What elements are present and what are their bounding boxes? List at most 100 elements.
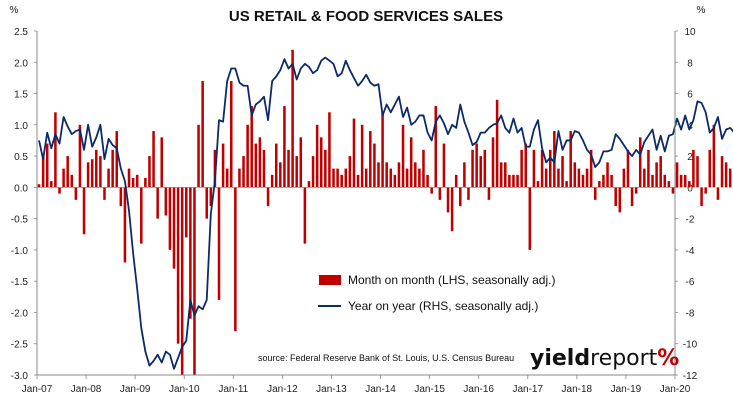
bar	[643, 168, 646, 188]
bar	[651, 174, 654, 188]
bar	[74, 187, 78, 200]
bar	[140, 187, 143, 244]
bar	[152, 131, 155, 188]
bar	[270, 174, 274, 188]
left-tick-label: 2.5	[14, 27, 28, 38]
bar	[679, 174, 683, 188]
bar	[348, 156, 352, 188]
bar	[418, 168, 421, 188]
bar	[332, 168, 335, 188]
bar	[45, 143, 49, 188]
bar	[544, 168, 548, 188]
bar	[254, 143, 258, 188]
left-tick-label: -2.0	[11, 308, 29, 319]
bar	[225, 168, 229, 188]
bar	[324, 149, 327, 188]
bar	[123, 187, 127, 263]
bar	[336, 168, 339, 188]
bar	[401, 124, 405, 188]
bar-series	[37, 49, 732, 375]
bar	[471, 149, 474, 188]
bar	[144, 177, 147, 188]
bar	[373, 143, 376, 188]
bar	[565, 181, 568, 188]
bar	[119, 187, 123, 207]
x-tick-label: Jan-12	[267, 384, 298, 395]
bar	[164, 187, 168, 216]
bar	[266, 187, 270, 207]
bar	[127, 168, 131, 188]
bar	[593, 187, 597, 200]
bar	[589, 149, 593, 188]
bar	[622, 168, 626, 188]
legend-bar-label: Month on month (LHS, seasonally adj.)	[348, 273, 555, 287]
bar	[107, 168, 110, 188]
bar	[274, 143, 278, 188]
left-tick-label: 0.0	[14, 183, 28, 194]
bar	[344, 168, 348, 188]
bar	[569, 131, 572, 188]
bar	[385, 162, 388, 188]
bar	[626, 149, 630, 188]
bar	[516, 174, 519, 188]
bar	[446, 187, 450, 213]
bar	[504, 162, 507, 188]
right-axis-unit: %	[697, 5, 706, 16]
right-tick-label: 2	[687, 152, 693, 163]
bar	[442, 143, 446, 188]
bar	[638, 137, 642, 188]
bar	[291, 49, 294, 188]
brand-part-report: report	[590, 346, 658, 371]
bar	[86, 162, 90, 188]
bar	[37, 184, 41, 188]
legend-bar-swatch	[319, 275, 341, 285]
line-path	[38, 56, 733, 370]
legend: Month on month (LHS, seasonally adj.) Ye…	[318, 273, 555, 313]
bar	[315, 124, 319, 188]
bar	[696, 156, 699, 188]
bar	[598, 181, 601, 188]
bar	[491, 137, 495, 188]
legend-line-label: Year on year (RHS, seasonally adj.)	[348, 299, 538, 313]
bar	[483, 149, 487, 188]
bar	[205, 187, 208, 219]
left-tick-label: 1.5	[14, 90, 28, 101]
x-tick-label: Jan-11	[218, 384, 248, 395]
right-tick-label: -12	[683, 371, 698, 382]
bar	[160, 137, 164, 188]
bar	[340, 174, 343, 188]
x-tick-label: Jan-20	[660, 384, 691, 395]
bar	[168, 187, 172, 250]
bar	[512, 174, 515, 188]
brand-logo: yieldreport%	[530, 346, 679, 371]
bar	[217, 187, 221, 300]
bar	[528, 187, 532, 250]
bar	[58, 187, 61, 194]
bar	[176, 187, 180, 344]
bar	[634, 187, 638, 194]
bar	[532, 149, 536, 188]
bar	[66, 156, 69, 188]
right-tick-label: 10	[684, 27, 696, 38]
bar	[581, 174, 585, 188]
bar	[303, 187, 307, 244]
bar	[667, 181, 671, 188]
bar	[675, 162, 679, 188]
bar	[356, 174, 360, 188]
bar	[561, 156, 564, 188]
bar	[459, 187, 462, 207]
bar	[90, 159, 94, 188]
bar	[602, 174, 605, 188]
bar	[549, 149, 552, 188]
bar	[536, 181, 540, 188]
bar	[688, 181, 691, 188]
x-tick-label: Jan-09	[120, 384, 151, 395]
bar	[704, 187, 707, 194]
bar	[221, 143, 225, 188]
bar	[463, 162, 466, 188]
bar	[708, 149, 712, 188]
bar	[41, 156, 45, 188]
bar	[311, 156, 315, 188]
bar	[712, 124, 716, 188]
bar	[557, 168, 560, 188]
